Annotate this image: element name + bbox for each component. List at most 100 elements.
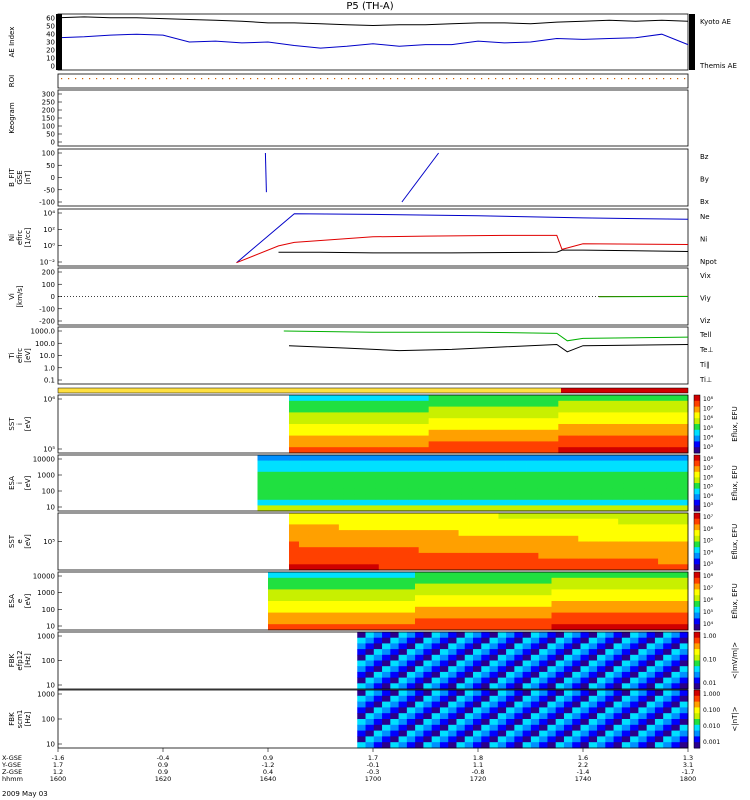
esa2-cell	[331, 577, 342, 584]
sst1-cell	[318, 400, 330, 407]
esa2-cell	[583, 624, 594, 631]
esa1-cell	[418, 466, 431, 473]
esa1-cell	[623, 488, 635, 495]
sst1-cell	[488, 406, 499, 413]
esa2-cell	[425, 572, 437, 579]
esa1-cell	[634, 488, 646, 495]
esa2-cell	[604, 612, 615, 619]
fbk2-cell	[390, 690, 399, 697]
sst1-cell	[318, 435, 330, 442]
sst1-cell	[318, 441, 330, 448]
fbk1-cell	[597, 632, 606, 639]
fbk2-cell	[597, 690, 606, 697]
esa1-cell	[397, 499, 409, 506]
fbk1-cell	[588, 637, 598, 644]
sst2-cell	[388, 535, 400, 542]
esa1-cell	[666, 460, 678, 467]
sst1-cell	[528, 429, 539, 436]
sst1-cell	[498, 424, 509, 431]
roi-dot	[117, 78, 119, 80]
roi-dot	[425, 78, 427, 80]
fbk1-cell	[415, 649, 424, 656]
esa2-cell	[583, 595, 594, 602]
colorbar-cell	[694, 707, 700, 714]
sst2-cell	[658, 564, 669, 571]
esa2-cell	[499, 624, 510, 631]
esa1-cell	[505, 477, 517, 484]
esa1-cell	[580, 466, 592, 473]
fbk2-cell	[638, 719, 648, 726]
fbk1-cell	[671, 677, 681, 684]
sst2-cell	[298, 564, 310, 571]
esa2-cell	[646, 612, 657, 619]
sst1-cell	[568, 435, 579, 442]
esa2-cell	[467, 624, 479, 631]
fbk2-cell	[563, 730, 573, 737]
colorbar-tick-esa1: 10⁴	[703, 493, 714, 500]
sst2-cell	[289, 524, 300, 531]
sst2-cell	[528, 524, 539, 531]
ephem-y: 3.1	[683, 761, 693, 769]
sst1-cell	[368, 418, 380, 425]
sst1-cell	[408, 395, 420, 402]
fbk2-cell	[448, 736, 457, 743]
sst1-cell	[658, 435, 669, 442]
esa1-cell	[580, 460, 592, 467]
sst2-cell	[598, 535, 609, 542]
fbk1-cell	[448, 683, 457, 690]
sst2-cell	[488, 541, 499, 548]
fbk1-cell	[357, 632, 366, 639]
esa2-cell	[614, 612, 626, 619]
fbk1-cell	[663, 666, 672, 673]
fbk1-cell	[605, 683, 614, 690]
esa1-cell	[591, 471, 603, 478]
sst1-cell	[348, 395, 360, 402]
roi-dot	[593, 78, 595, 80]
esa1-cell	[515, 494, 527, 501]
colorbar-cell	[694, 612, 700, 619]
esa2-cell	[541, 572, 552, 579]
ephem-y: 0.9	[158, 761, 168, 769]
esa2-cell	[341, 589, 353, 596]
sst1-cell	[578, 429, 589, 436]
colorbar-cell	[694, 713, 700, 720]
sst2-cell	[678, 530, 689, 537]
colorbar-tick-fbk1: 0.01	[703, 680, 717, 687]
esa1-cell	[322, 471, 334, 478]
esa2-cell	[562, 577, 573, 584]
esa2-cell	[289, 583, 300, 590]
sst2-cell	[358, 564, 370, 571]
fbk1-cell	[373, 666, 383, 673]
sst1-cell	[388, 429, 400, 436]
fbk1-cell	[390, 683, 399, 690]
esa2-cell	[467, 618, 479, 625]
esa1-cell	[558, 483, 571, 489]
sst2-cell	[608, 558, 619, 565]
roi-dot	[89, 78, 91, 80]
fbk1-cell	[646, 660, 656, 667]
sst2-cell	[408, 541, 420, 548]
esa2-cell	[341, 618, 353, 625]
sst1-cell	[378, 429, 390, 436]
sst1-cell	[448, 418, 459, 425]
sst2-cell	[518, 564, 529, 571]
panel-ylabel-fbk1: efp12	[16, 650, 24, 670]
fbk1-cell	[439, 677, 449, 684]
esa1-cell	[655, 471, 667, 478]
fbk2-cell	[588, 724, 598, 731]
fbk1-cell	[563, 666, 573, 673]
fbk2-cell	[464, 719, 474, 726]
fbk1-cell	[497, 660, 507, 667]
fbk1-cell	[464, 660, 474, 667]
esa1-cell	[515, 488, 527, 495]
sst1-cell	[418, 395, 430, 402]
esa1-cell	[257, 483, 269, 489]
esa2-cell	[415, 624, 426, 631]
esa1-cell	[591, 488, 603, 495]
sst2-cell	[318, 552, 330, 559]
esa1-cell	[257, 471, 269, 478]
esa2-cell	[583, 577, 594, 584]
colorbar-tick-sst2: 10³	[703, 561, 714, 568]
fbk2-cell	[530, 724, 540, 731]
fbk1-cell	[390, 643, 399, 650]
